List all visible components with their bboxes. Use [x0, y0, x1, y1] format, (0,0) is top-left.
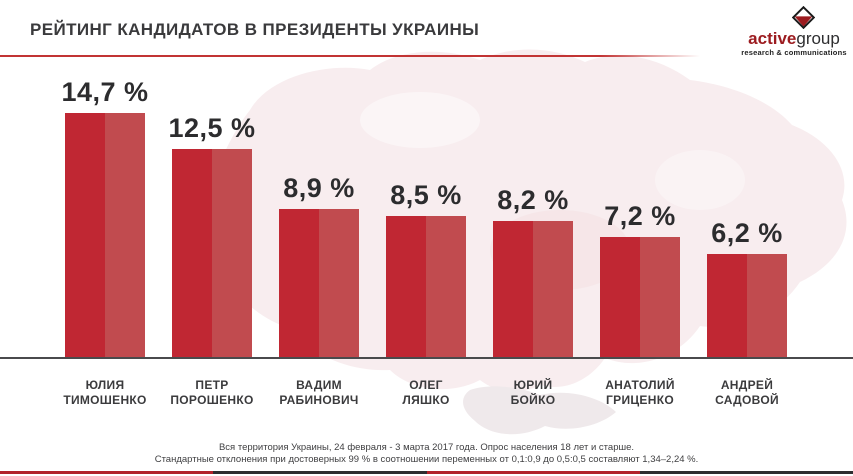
bar-right-half	[105, 113, 145, 357]
bar-value-label: 12,5 %	[168, 113, 256, 143]
bar-left-half	[172, 149, 212, 357]
bar-value-label: 8,5 %	[390, 180, 462, 210]
bar	[707, 254, 787, 357]
candidate-name-label: ОЛЕГ ЛЯШКО	[402, 378, 450, 407]
footnote: Вся территория Украины, 24 февраля - 3 м…	[0, 442, 853, 466]
bar-value-label: 8,2 %	[497, 185, 569, 215]
candidate-name-label: АНДРЕЙ САДОВОЙ	[715, 378, 779, 407]
bar-left-half	[386, 216, 426, 357]
title-underline-rule	[0, 55, 700, 57]
map-texture-blob	[360, 92, 480, 148]
bottom-rule-segment	[213, 471, 427, 474]
bottom-segmented-rule	[0, 471, 853, 474]
map-texture-blob	[655, 150, 745, 210]
bottom-rule-segment	[639, 471, 853, 474]
bar-left-half	[279, 209, 319, 357]
bar-right-half	[640, 237, 680, 357]
bar-value-label: 8,9 %	[283, 173, 355, 203]
candidate-name-label: АНАТОЛИЙ ГРИЦЕНКО	[605, 378, 675, 407]
bar-left-half	[493, 221, 533, 357]
bar	[172, 149, 252, 357]
bar-left-half	[600, 237, 640, 357]
bar-group: 6,2 % АНДРЕЙ САДОВОЙ	[707, 218, 787, 407]
bar-right-half	[747, 254, 787, 357]
bar-left-half	[65, 113, 105, 357]
bottom-rule-segment	[0, 471, 214, 474]
bar-group: 7,2 % АНАТОЛИЙ ГРИЦЕНКО	[600, 201, 680, 407]
candidate-name-label: ЮЛИЯ ТИМОШЕНКО	[63, 378, 147, 407]
bar-value-label: 7,2 %	[604, 201, 676, 231]
page-title: РЕЙТИНГ КАНДИДАТОВ В ПРЕЗИДЕНТЫ УКРАИНЫ	[30, 20, 480, 39]
footnote-line-2: Стандартные отклонения при достоверных 9…	[154, 454, 699, 465]
logo-diamond-icon	[792, 6, 815, 29]
bar-right-half	[533, 221, 573, 357]
footnote-line-1: Вся территория Украины, 24 февраля - 3 м…	[218, 442, 635, 453]
bar	[386, 216, 466, 357]
activegroup-logo: activegroup research & communications	[740, 6, 848, 57]
bar-right-half	[212, 149, 252, 357]
chart-baseline	[0, 357, 853, 359]
bar	[279, 209, 359, 357]
candidate-name-label: ЮРИЙ БОЙКО	[510, 378, 556, 407]
bar-group: 8,2 % ЮРИЙ БОЙКО	[493, 185, 573, 407]
bar-value-label: 6,2 %	[711, 218, 783, 248]
bar-group: 8,5 % ОЛЕГ ЛЯШКО	[386, 180, 466, 407]
logo-tagline: research & communications	[741, 48, 847, 57]
crimea-silhouette	[463, 386, 616, 435]
bar	[600, 237, 680, 357]
bar-right-half	[319, 209, 359, 357]
bar-group: 14,7 % ЮЛИЯ ТИМОШЕНКО	[61, 77, 148, 407]
bar	[65, 113, 145, 357]
bar-value-label: 14,7 %	[61, 77, 149, 107]
logo-word-active: active	[748, 29, 797, 48]
bar-group: 12,5 % ПЕТР ПОРОШЕНКО	[168, 113, 255, 407]
candidate-name-label: ВАДИМ РАБИНОВИЧ	[279, 378, 359, 407]
bar-left-half	[707, 254, 747, 357]
bar	[493, 221, 573, 357]
candidate-name-label: ПЕТР ПОРОШЕНКО	[170, 378, 254, 407]
logo-wordmark: activegroup	[740, 30, 848, 47]
bottom-rule-segment	[426, 471, 640, 474]
bar-right-half	[426, 216, 466, 357]
logo-word-group: group	[796, 29, 840, 48]
bar-group: 8,9 % ВАДИМ РАБИНОВИЧ	[279, 173, 359, 407]
